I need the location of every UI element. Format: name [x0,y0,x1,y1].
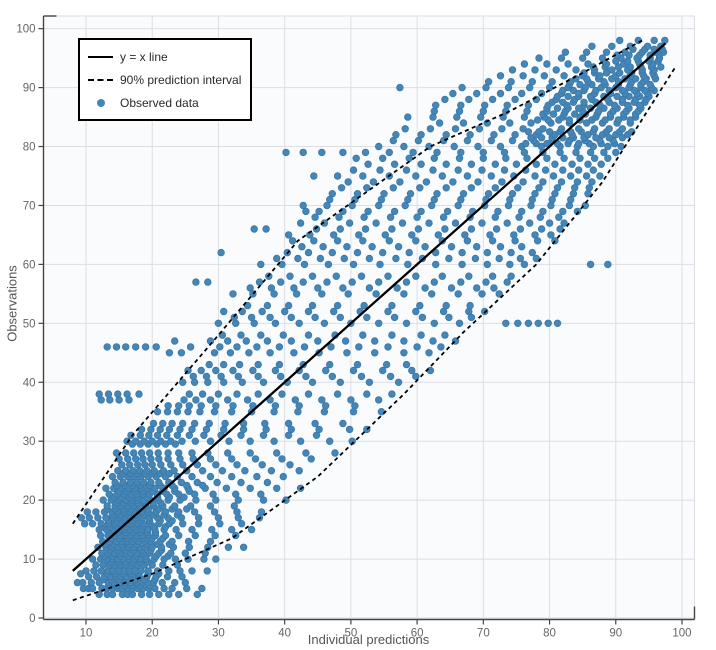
legend-item-prediction-interval[interactable]: 90% prediction interval [88,68,241,91]
tick-marks [38,28,683,625]
tick-labels: 10 20 30 40 50 60 70 80 90 100 0 10 20 30 40 50 60 70 80 90… [16,24,691,640]
svg-text:10: 10 [80,628,93,640]
svg-text:40: 40 [278,628,291,640]
legend-label: 90% prediction interval [120,72,242,87]
y-axis-title: Observations [4,265,20,342]
legend-label: y = x line [120,49,168,64]
svg-text:10: 10 [23,554,36,566]
svg-text:80: 80 [543,628,556,640]
dot-marker-icon [88,98,113,107]
svg-text:30: 30 [212,628,225,640]
svg-text:40: 40 [23,377,36,389]
svg-text:100: 100 [672,628,691,640]
svg-text:100: 100 [16,24,35,36]
x-axis-title: Individual predictions [307,632,430,647]
svg-text:60: 60 [411,628,424,640]
svg-text:20: 20 [146,628,159,640]
observed-data-points [73,36,669,599]
dashed-line-icon [88,78,113,81]
svg-text:50: 50 [23,318,36,330]
svg-text:60: 60 [23,259,36,271]
svg-text:20: 20 [23,495,36,507]
svg-text:0: 0 [29,613,35,625]
svg-text:30: 30 [23,436,36,448]
svg-text:80: 80 [23,142,36,154]
prediction-interval-lines [72,39,677,602]
svg-text:70: 70 [477,628,490,640]
svg-text:90: 90 [23,83,36,95]
svg-text:50: 50 [344,628,357,640]
identity-line [71,42,667,572]
legend-item-observed-data[interactable]: Observed data [88,91,241,114]
chart-legend: y = x line 90% prediction interval Obser… [78,38,253,121]
solid-line-icon [88,55,113,58]
legend-label: Observed data [120,95,199,110]
svg-text:90: 90 [609,628,622,640]
legend-item-identity-line[interactable]: y = x line [88,45,241,68]
svg-text:70: 70 [23,200,36,212]
